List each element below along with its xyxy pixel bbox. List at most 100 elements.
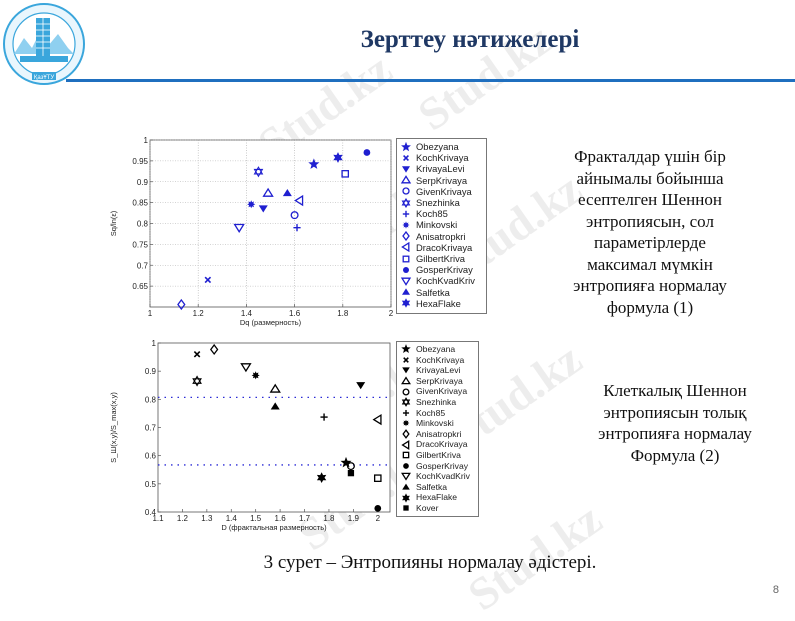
legend-label: Anisatropkri [416,428,462,439]
description-line: айнымалы бойынша [576,168,724,188]
description-formula-2: Клеткалық Шеннон энтропиясын толық энтропи… [560,380,790,466]
x-tick-label: 1.7 [299,514,311,523]
legend-marker-icon [401,197,411,208]
slide-title: Зерттеу нәтижелері [360,26,580,53]
data-point-minkovski [247,200,256,209]
legend-label: Salfetka [416,481,448,492]
data-point-givenkrivaya [346,462,355,471]
legend-label: KochKrivaya [416,354,465,365]
data-point-snezhinka [253,166,264,178]
y-tick-label: 0.85 [132,199,148,208]
legend-marker-icon [402,388,410,396]
marker-square-icon [402,255,410,263]
data-point-serpkrivaya [262,187,274,197]
data-point-kochkrivaya [193,351,201,358]
legend-item: KochKrivaya [400,355,478,366]
legend-marker-icon [402,409,410,416]
legend-item: Kover [400,503,478,514]
legend-item: KochKvadKriv [400,275,486,286]
legend-marker-icon [402,231,410,242]
legend-marker-icon [403,505,409,511]
legend-item: Koch85 [400,408,478,419]
legend-item: KochKvadKriv [400,471,478,482]
marker-x-icon [403,154,409,161]
legend-item: HexaFlake [400,298,486,309]
legend-marker-icon [403,266,409,273]
y-tick-label: 0.7 [137,261,149,270]
description-line: формула (1) [606,297,694,317]
description-line: Фракталдар үшін бір [574,147,726,166]
data-point-hexaflake [333,152,343,163]
legend-marker-icon [402,166,410,173]
y-tick-label: 0.7 [145,424,157,433]
legend-marker-icon [400,277,412,286]
x-tick-label: 1.2 [177,514,189,523]
legend-label: GilbertKriva [416,253,465,265]
description-formula-1: Фракталдар үшін бір айнымалы бойынша есепт… [540,146,760,318]
data-point-kochkvadkriv [240,363,252,373]
data-point-obezyana [308,158,320,169]
legend-item: GilbertKriva [400,450,478,461]
legend-label: HexaFlake [416,297,461,309]
legend-item: Minkovski [400,418,478,429]
legend-marker-icon [401,242,410,253]
marker-hexagram-icon [401,397,411,408]
marker-hexagram-filled-icon [401,298,411,309]
description-line: параметірлерде [594,233,706,252]
x-tick-label: 1.4 [226,514,238,523]
x-tick-label: 2 [376,514,381,523]
legend-item: Anisatropkri [400,429,478,440]
marker-circle-icon [402,388,410,396]
y-axis-label: Sq/ln(ε) [109,210,118,236]
data-point-dracokrivaya [372,413,382,426]
legend-item: DracoKrivaya [400,242,486,253]
data-point-gilbertkriva [373,474,382,483]
x-tick-label: 1.6 [289,309,301,318]
y-tick-label: 0.8 [137,220,149,229]
y-tick-label: 0.9 [137,178,149,187]
legend-item: KrivayaLevi [400,163,486,174]
marker-tri-down-icon [401,473,411,482]
description-line: энтропияға нормалау [573,276,727,295]
legend-label: GivenKrivaya [416,386,468,397]
data-point-kochkrivaya [204,276,212,284]
legend-label: Minkovski [416,418,454,429]
y-tick-label: 1 [144,136,149,145]
legend-marker-icon [403,462,409,469]
legend-item: GosperKrivay [400,264,486,275]
data-point-salfetka [270,402,280,410]
data-point-koch85 [293,224,301,232]
legend-label: Koch85 [416,407,446,418]
legend-item: Salfetka [400,482,478,493]
marker-circle-filled-icon [403,462,409,469]
x-tick-label: 1.5 [250,514,262,523]
title-divider [66,79,795,82]
legend-label: DracoKrivaya [416,241,473,253]
data-point-serpkrivaya [269,383,281,393]
marker-tri-down-filled-icon [402,166,410,173]
svg-text:ҚазҰТУ: ҚазҰТУ [34,75,55,81]
legend-marker-icon [401,141,411,151]
legend-item: SerpKrivaya [400,175,486,186]
legend-item: Minkovski [400,219,486,230]
legend-label: Snezhinka [416,197,460,209]
legend-item: GivenKrivaya [400,186,486,197]
legend-label: Anisatropkri [416,230,466,242]
data-point-koch85 [320,413,328,421]
x-tick-label: 1.4 [241,309,253,318]
legend-marker-icon [401,298,411,309]
legend-label: Obezyana [416,344,456,354]
data-point-givenkrivaya [290,211,299,220]
marker-star5-filled-icon [401,344,411,354]
legend-item: KochKrivaya [400,152,486,163]
y-tick-label: 0.6 [145,452,157,461]
legend-label: SerpKrivaya [416,174,468,186]
legend-item: DracoKrivaya [400,439,478,450]
legend-label: Kover [416,502,439,513]
legend-label: KochKvadKriv [416,275,475,287]
description-line: Формула (2) [630,445,720,465]
legend-label: KrivayaLevi [416,163,465,175]
y-tick-label: 0.4 [145,508,157,517]
marker-diamond-icon [402,231,410,242]
legend-item: Obezyana [400,141,486,152]
